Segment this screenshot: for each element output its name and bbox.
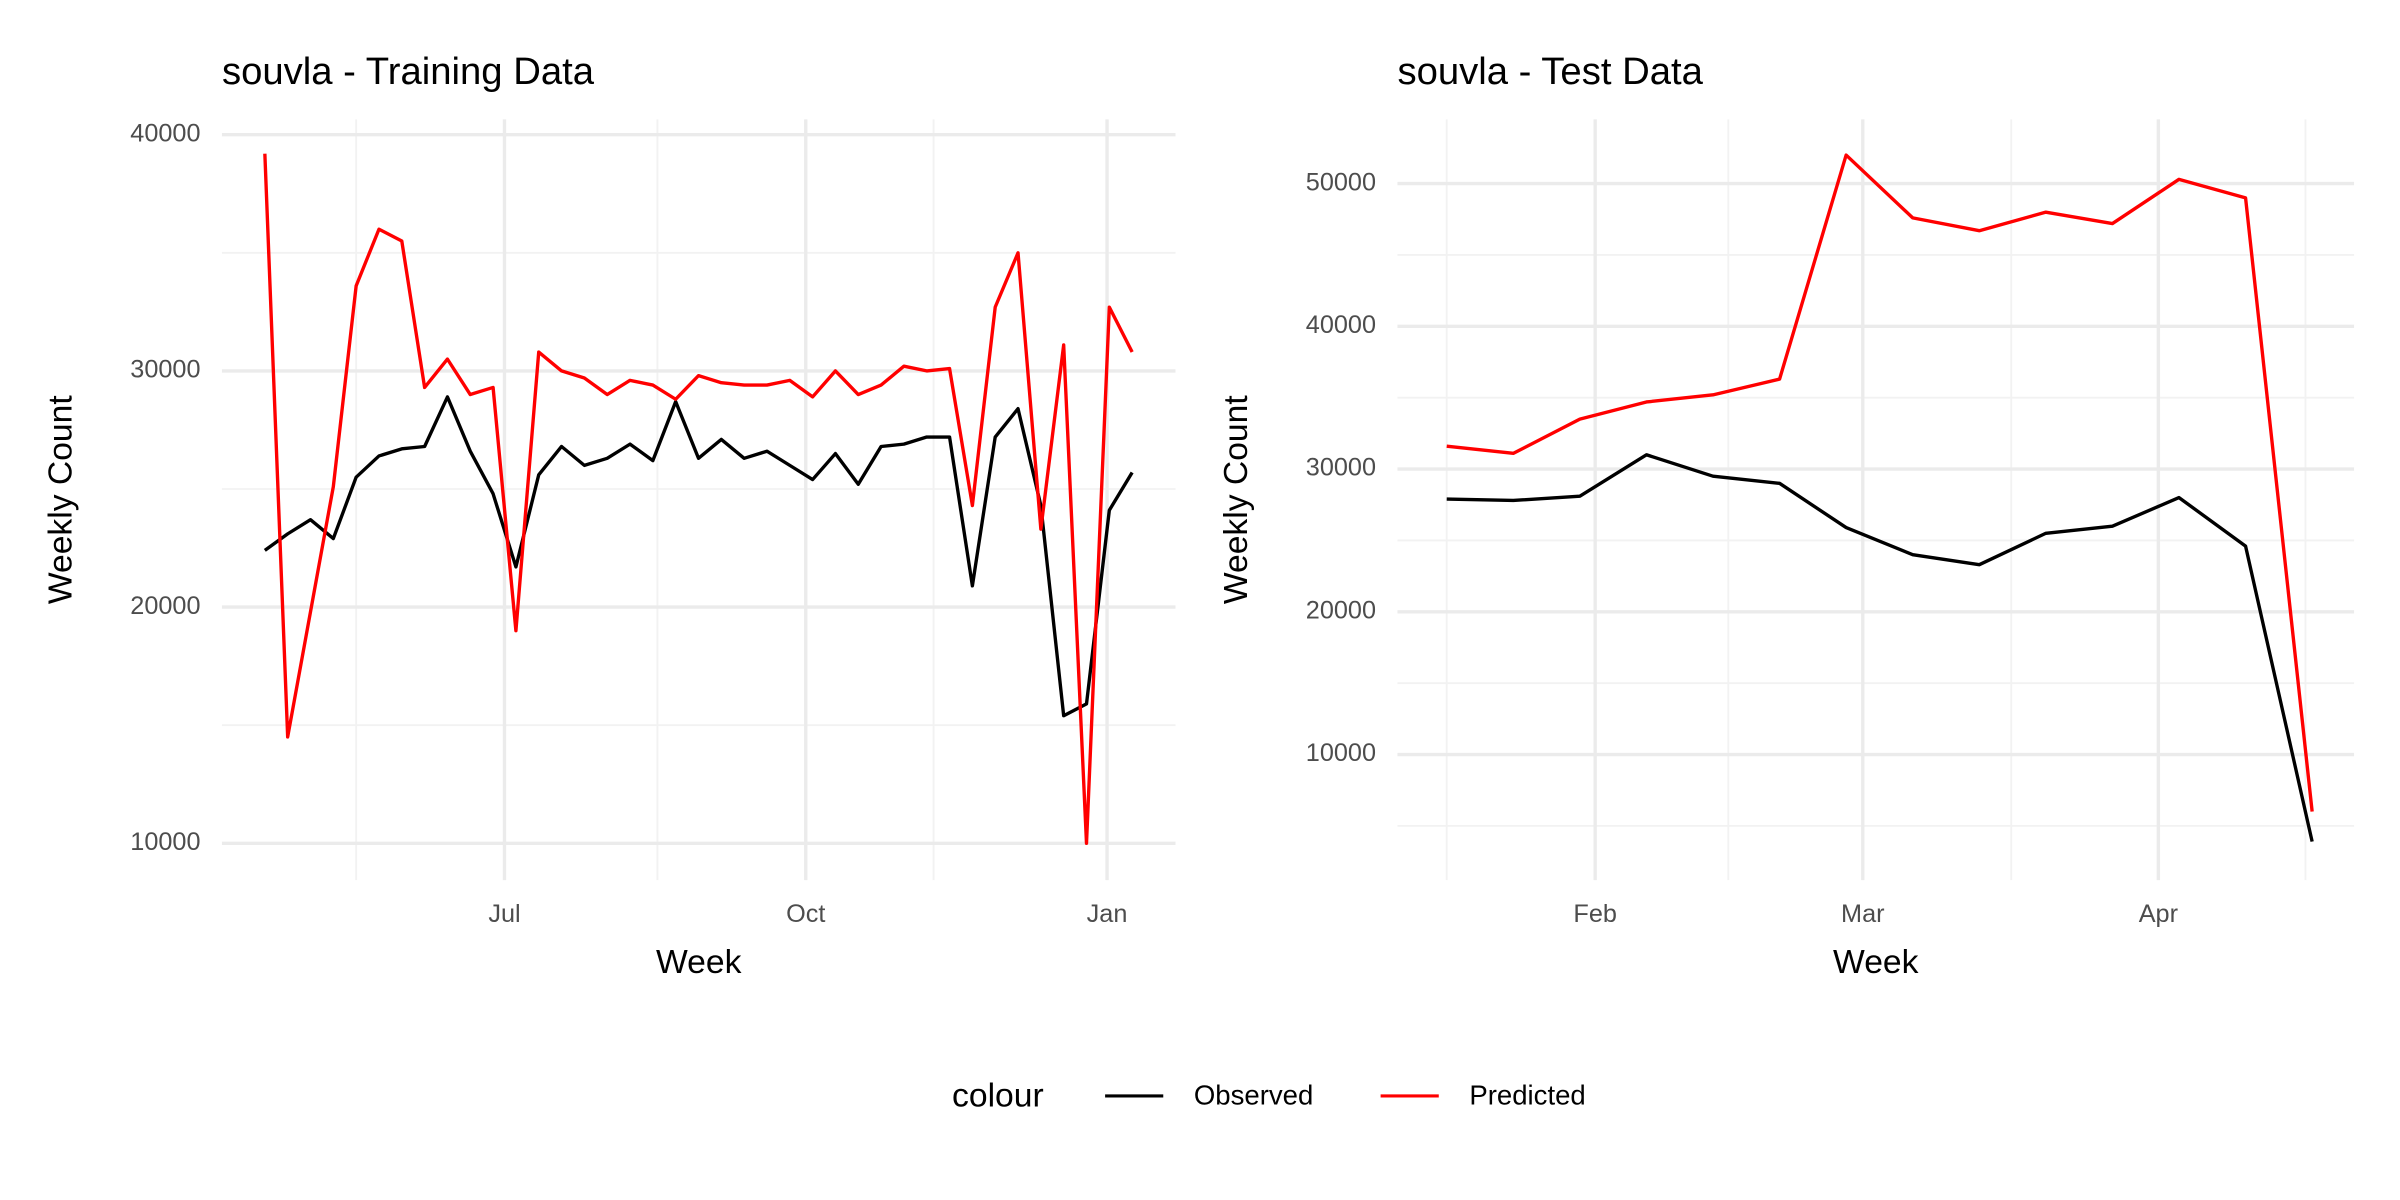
series-line xyxy=(263,153,1134,845)
x-axis-title: Week xyxy=(656,944,742,981)
y-axis-title: Weekly Count xyxy=(1218,395,1255,605)
y-tick-label: 40000 xyxy=(130,119,200,147)
y-tick-label: 30000 xyxy=(130,356,200,384)
x-tick-label: Feb xyxy=(1573,900,1617,928)
y-tick-label: 10000 xyxy=(1306,739,1376,767)
x-tick-label: Jan xyxy=(1087,900,1128,928)
y-tick-label: 30000 xyxy=(1306,454,1376,482)
chart-title: souvla - Test Data xyxy=(1397,50,1703,93)
series-line xyxy=(263,395,1134,718)
legend-title: colour xyxy=(952,1077,1044,1114)
x-tick-label: Mar xyxy=(1841,900,1885,928)
y-tick-label: 40000 xyxy=(1306,311,1376,339)
y-tick-label: 10000 xyxy=(130,828,200,856)
y-axis-title: Weekly Count xyxy=(43,395,80,605)
chart-title: souvla - Training Data xyxy=(222,50,595,93)
legend-label: Observed xyxy=(1194,1080,1313,1111)
x-tick-label: Oct xyxy=(786,900,825,928)
y-tick-label: 50000 xyxy=(1306,168,1376,196)
legend-label: Predicted xyxy=(1469,1080,1585,1111)
y-tick-label: 20000 xyxy=(130,592,200,620)
y-tick-label: 20000 xyxy=(1306,596,1376,624)
x-axis-title: Week xyxy=(1833,944,1919,981)
x-tick-label: Jul xyxy=(488,900,520,928)
x-tick-label: Apr xyxy=(2139,900,2178,928)
series-line xyxy=(1446,453,2314,842)
series-line xyxy=(1446,153,2314,812)
